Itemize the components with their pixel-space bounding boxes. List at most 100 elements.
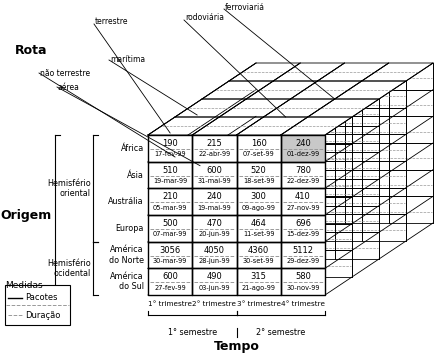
Bar (148, 188, 192, 215)
Text: 21-ago-99: 21-ago-99 (242, 285, 276, 290)
Polygon shape (229, 108, 273, 134)
Text: 30-set-99: 30-set-99 (243, 258, 274, 264)
Polygon shape (202, 81, 273, 99)
Text: 1° trimestre: 1° trimestre (148, 301, 192, 307)
Text: 600: 600 (206, 166, 222, 175)
Polygon shape (229, 188, 273, 214)
Polygon shape (344, 116, 389, 143)
Polygon shape (148, 117, 219, 135)
Polygon shape (246, 126, 291, 152)
Text: Pacotes: Pacotes (25, 294, 58, 303)
Polygon shape (291, 152, 335, 179)
Polygon shape (219, 224, 264, 250)
Polygon shape (175, 99, 246, 117)
Polygon shape (219, 250, 264, 277)
Polygon shape (256, 116, 300, 143)
Bar (148, 268, 192, 295)
Text: 315: 315 (251, 272, 267, 281)
Polygon shape (229, 214, 273, 241)
Polygon shape (264, 197, 308, 224)
Polygon shape (335, 206, 379, 232)
Bar (148, 215, 192, 242)
Bar (192, 188, 236, 215)
Text: 5112: 5112 (292, 246, 313, 255)
Bar (281, 268, 325, 295)
Text: 07-set-99: 07-set-99 (243, 151, 274, 157)
Polygon shape (389, 90, 433, 116)
Polygon shape (219, 99, 291, 117)
Text: 31-mai-99: 31-mai-99 (198, 178, 231, 184)
Polygon shape (389, 143, 433, 170)
Text: Austrália: Austrália (108, 197, 144, 206)
Polygon shape (264, 144, 308, 170)
Polygon shape (273, 161, 318, 188)
Text: 11-set-99: 11-set-99 (243, 231, 274, 237)
Bar (192, 135, 236, 162)
Bar (281, 242, 325, 268)
Text: 01-dez-99: 01-dez-99 (286, 151, 319, 157)
Bar (281, 135, 325, 162)
Polygon shape (256, 143, 300, 170)
Text: marítima: marítima (110, 56, 145, 65)
Text: 4050: 4050 (204, 246, 225, 255)
Polygon shape (264, 250, 308, 277)
Bar (192, 268, 236, 295)
Polygon shape (318, 161, 362, 188)
Text: 190: 190 (162, 139, 178, 148)
Polygon shape (291, 99, 335, 126)
Text: 15-dez-99: 15-dez-99 (286, 231, 319, 237)
Polygon shape (344, 143, 389, 170)
Polygon shape (344, 196, 389, 223)
Text: América
do Norte: América do Norte (109, 245, 144, 265)
Polygon shape (273, 188, 318, 214)
Polygon shape (318, 188, 362, 214)
Polygon shape (273, 81, 318, 108)
Polygon shape (219, 117, 264, 144)
Text: 510: 510 (162, 166, 178, 175)
Polygon shape (175, 117, 219, 144)
Text: 464: 464 (251, 219, 267, 228)
Polygon shape (318, 63, 389, 81)
Polygon shape (389, 170, 433, 196)
Bar (236, 188, 281, 215)
Text: 2° trimestre: 2° trimestre (192, 301, 236, 307)
Polygon shape (362, 161, 406, 188)
Polygon shape (389, 63, 433, 90)
Polygon shape (246, 152, 291, 179)
Text: 30-nov-99: 30-nov-99 (286, 285, 319, 290)
Text: 30-mar-99: 30-mar-99 (153, 258, 187, 264)
Bar (192, 162, 236, 188)
Polygon shape (300, 116, 344, 143)
Polygon shape (175, 197, 219, 224)
Text: 160: 160 (251, 139, 267, 148)
Text: 09-ago-99: 09-ago-99 (242, 205, 276, 210)
Polygon shape (308, 144, 352, 170)
Text: não terrestre: não terrestre (40, 69, 90, 78)
Text: 03-jun-99: 03-jun-99 (198, 285, 230, 290)
Polygon shape (229, 134, 273, 161)
Text: 240: 240 (207, 192, 222, 201)
Polygon shape (202, 206, 246, 232)
Text: Duração: Duração (25, 311, 60, 320)
Text: 27-nov-99: 27-nov-99 (286, 205, 320, 210)
Text: 20-jun-99: 20-jun-99 (198, 231, 230, 237)
Text: 210: 210 (162, 192, 178, 201)
Bar (236, 242, 281, 268)
Text: terrestre: terrestre (95, 18, 128, 27)
Text: 17-fev-99: 17-fev-99 (154, 151, 186, 157)
Polygon shape (308, 197, 352, 224)
Text: Rota: Rota (15, 43, 48, 56)
Text: 28-jun-99: 28-jun-99 (198, 258, 230, 264)
Polygon shape (246, 179, 291, 206)
Text: América
do Sul: América do Sul (111, 272, 144, 292)
Polygon shape (202, 152, 246, 179)
Polygon shape (335, 232, 379, 259)
Text: 580: 580 (295, 272, 311, 281)
Text: rodoviária: rodoviária (185, 14, 224, 23)
Polygon shape (362, 188, 406, 214)
Polygon shape (202, 99, 246, 126)
Polygon shape (264, 99, 335, 117)
Polygon shape (256, 90, 300, 116)
Polygon shape (175, 170, 219, 197)
Text: 300: 300 (251, 192, 267, 201)
